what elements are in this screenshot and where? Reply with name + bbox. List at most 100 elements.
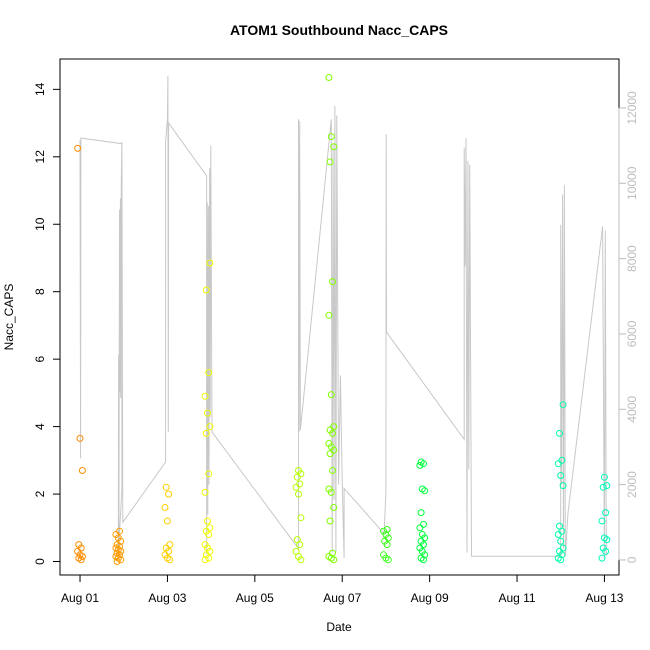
y2-tick-label: 6000 bbox=[625, 320, 639, 347]
series-line bbox=[79, 75, 607, 559]
data-point bbox=[384, 556, 392, 564]
axes: Aug 01 Aug 03 Aug 05 Aug 07 Aug 09 Aug 11 Aug … bbox=[33, 82, 639, 605]
data-point bbox=[598, 517, 606, 525]
data-point bbox=[603, 482, 611, 490]
data-point bbox=[296, 541, 304, 549]
y2-tick-label: 8000 bbox=[625, 245, 639, 272]
data-point bbox=[420, 556, 427, 564]
data-point bbox=[76, 434, 84, 442]
data-point bbox=[201, 392, 209, 400]
data-point bbox=[598, 554, 606, 562]
data-point bbox=[559, 401, 567, 409]
data-point bbox=[166, 556, 174, 564]
data-point bbox=[204, 409, 211, 417]
data-point bbox=[421, 487, 429, 495]
data-point bbox=[206, 423, 214, 431]
data-point bbox=[326, 158, 334, 166]
y2-tick-label: 10000 bbox=[625, 166, 639, 200]
data-point bbox=[417, 509, 425, 517]
plot-frame bbox=[59, 58, 620, 576]
y-tick-label: 14 bbox=[33, 82, 47, 96]
data-point bbox=[330, 556, 338, 564]
data-point bbox=[293, 473, 301, 481]
data-point bbox=[297, 514, 305, 522]
y-tick-label: 8 bbox=[33, 288, 47, 295]
x-tick-label: Aug 07 bbox=[323, 591, 361, 605]
x-tick-label: Aug 11 bbox=[498, 591, 535, 605]
data-point bbox=[78, 553, 86, 560]
data-point bbox=[78, 467, 86, 474]
data-point bbox=[117, 556, 125, 564]
x-tick-label: Aug 01 bbox=[61, 591, 99, 605]
data-point bbox=[117, 547, 125, 555]
data-point bbox=[329, 278, 336, 286]
data-point bbox=[416, 461, 424, 469]
y-tick-label: 6 bbox=[33, 356, 47, 363]
data-point bbox=[204, 517, 211, 525]
data-point bbox=[113, 558, 121, 565]
data-point bbox=[292, 483, 300, 491]
data-point bbox=[202, 286, 210, 294]
data-point bbox=[165, 490, 173, 498]
data-point bbox=[383, 526, 391, 533]
data-point bbox=[599, 483, 607, 491]
data-point bbox=[329, 467, 336, 474]
data-point bbox=[559, 482, 567, 490]
data-point bbox=[557, 537, 565, 545]
x-tick-label: Aug 13 bbox=[585, 591, 623, 605]
data-point bbox=[557, 556, 565, 564]
y-tick-label: 10 bbox=[33, 217, 47, 231]
data-point bbox=[330, 504, 338, 511]
data-point bbox=[420, 460, 427, 468]
y-axis-label: Nacc_CAPS bbox=[2, 284, 16, 351]
data-point bbox=[327, 133, 335, 141]
y2-tick-label: 12000 bbox=[625, 91, 639, 125]
data-point bbox=[202, 429, 210, 437]
data-point bbox=[554, 460, 562, 468]
data-point bbox=[116, 542, 123, 550]
y-tick-label: 4 bbox=[33, 423, 47, 430]
data-point bbox=[205, 531, 213, 538]
data-point bbox=[296, 480, 304, 488]
data-point bbox=[205, 554, 213, 562]
x-tick-label: Aug 09 bbox=[411, 591, 449, 605]
data-point bbox=[201, 556, 209, 564]
data-point bbox=[325, 311, 333, 319]
data-point bbox=[383, 541, 391, 549]
data-point bbox=[327, 391, 335, 399]
data-point bbox=[325, 74, 333, 81]
chart-title: ATOM1 Southbound Nacc_CAPS bbox=[230, 22, 448, 38]
data-point bbox=[556, 429, 563, 437]
data-point bbox=[603, 536, 611, 544]
data-point bbox=[602, 509, 610, 517]
data-point bbox=[206, 259, 214, 267]
x-axis-label: Date bbox=[326, 620, 352, 634]
data-point bbox=[327, 488, 335, 496]
y-tick-label: 0 bbox=[33, 558, 47, 565]
data-point bbox=[205, 369, 213, 377]
data-point bbox=[330, 143, 338, 151]
y2-tick-label: 4000 bbox=[625, 396, 639, 423]
data-point bbox=[602, 547, 610, 555]
data-point bbox=[326, 450, 334, 458]
y-tick-label: 12 bbox=[33, 150, 47, 164]
y2-tick-label: 0 bbox=[625, 556, 639, 563]
data-point bbox=[557, 472, 565, 479]
data-point bbox=[326, 517, 334, 525]
data-point bbox=[116, 551, 123, 559]
data-point bbox=[205, 470, 213, 478]
y2-tick-label: 2000 bbox=[625, 471, 639, 498]
data-point bbox=[554, 531, 562, 538]
data-point bbox=[161, 504, 169, 511]
data-point bbox=[166, 541, 174, 549]
data-point bbox=[329, 429, 336, 437]
data-point bbox=[206, 524, 214, 532]
x-tick-label: Aug 05 bbox=[236, 591, 274, 605]
data-point bbox=[201, 488, 209, 496]
data-point bbox=[420, 520, 427, 528]
data-point bbox=[600, 473, 608, 481]
data-point bbox=[297, 556, 305, 564]
data-point bbox=[163, 517, 171, 525]
data-point bbox=[162, 483, 170, 491]
